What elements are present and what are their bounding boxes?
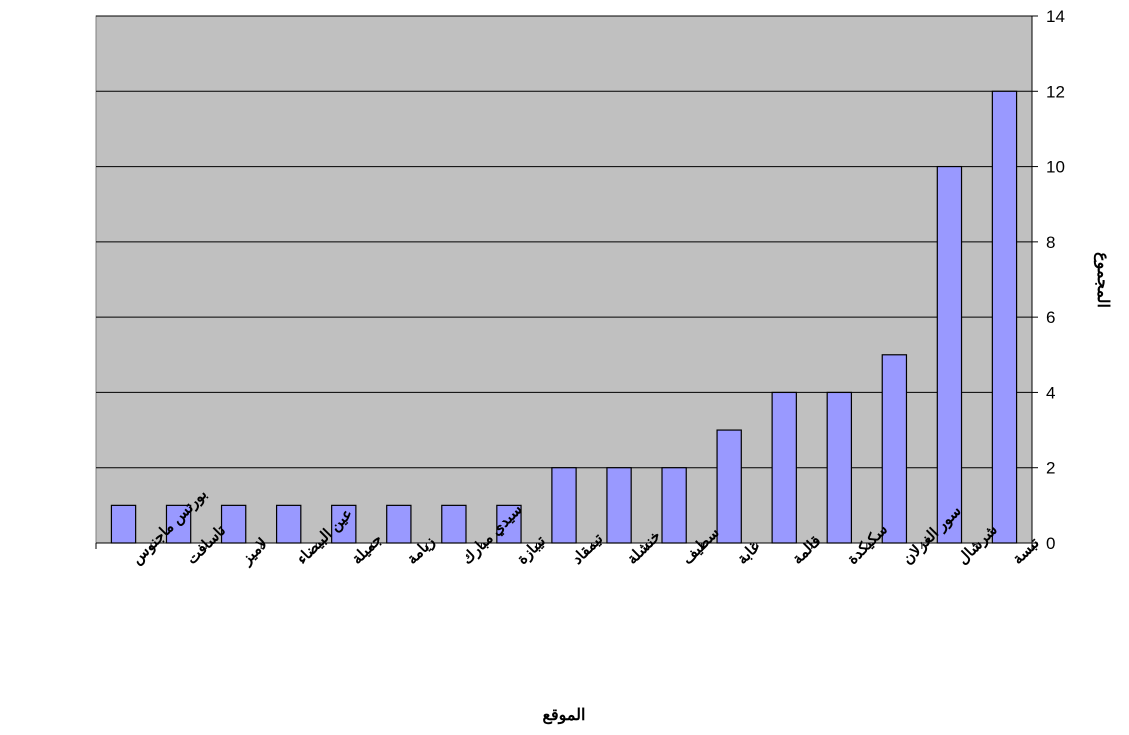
y-tick-label: 2 [1046, 459, 1055, 478]
y-tick-label: 6 [1046, 308, 1055, 327]
bar [551, 467, 577, 544]
y-tick-label: 8 [1046, 233, 1055, 252]
x-axis-title: الموقع [543, 707, 586, 725]
bars [110, 90, 1018, 544]
gridlines [96, 15, 1032, 469]
bar [165, 504, 192, 544]
y-tick-label: 0 [1046, 534, 1055, 553]
bar [331, 504, 357, 544]
bar [606, 467, 632, 544]
y-tick-label: 14 [1046, 7, 1065, 26]
bar [716, 429, 742, 544]
bar [275, 504, 302, 544]
y-tick-label: 10 [1046, 158, 1065, 177]
y-tick-label: 4 [1046, 383, 1055, 402]
bar [386, 504, 412, 544]
bar [771, 391, 797, 544]
bar [661, 467, 687, 544]
bar [110, 504, 137, 544]
bar [991, 90, 1018, 544]
bar [881, 354, 908, 544]
bar [826, 391, 853, 544]
plot-area [95, 15, 1033, 544]
y-axis: 0 2 4 6 8 10 12 14 [1031, 7, 1065, 553]
y-axis-title: المجموع [1093, 252, 1111, 308]
bar [441, 504, 467, 544]
bar [936, 165, 963, 544]
y-tick-label: 12 [1046, 82, 1065, 101]
